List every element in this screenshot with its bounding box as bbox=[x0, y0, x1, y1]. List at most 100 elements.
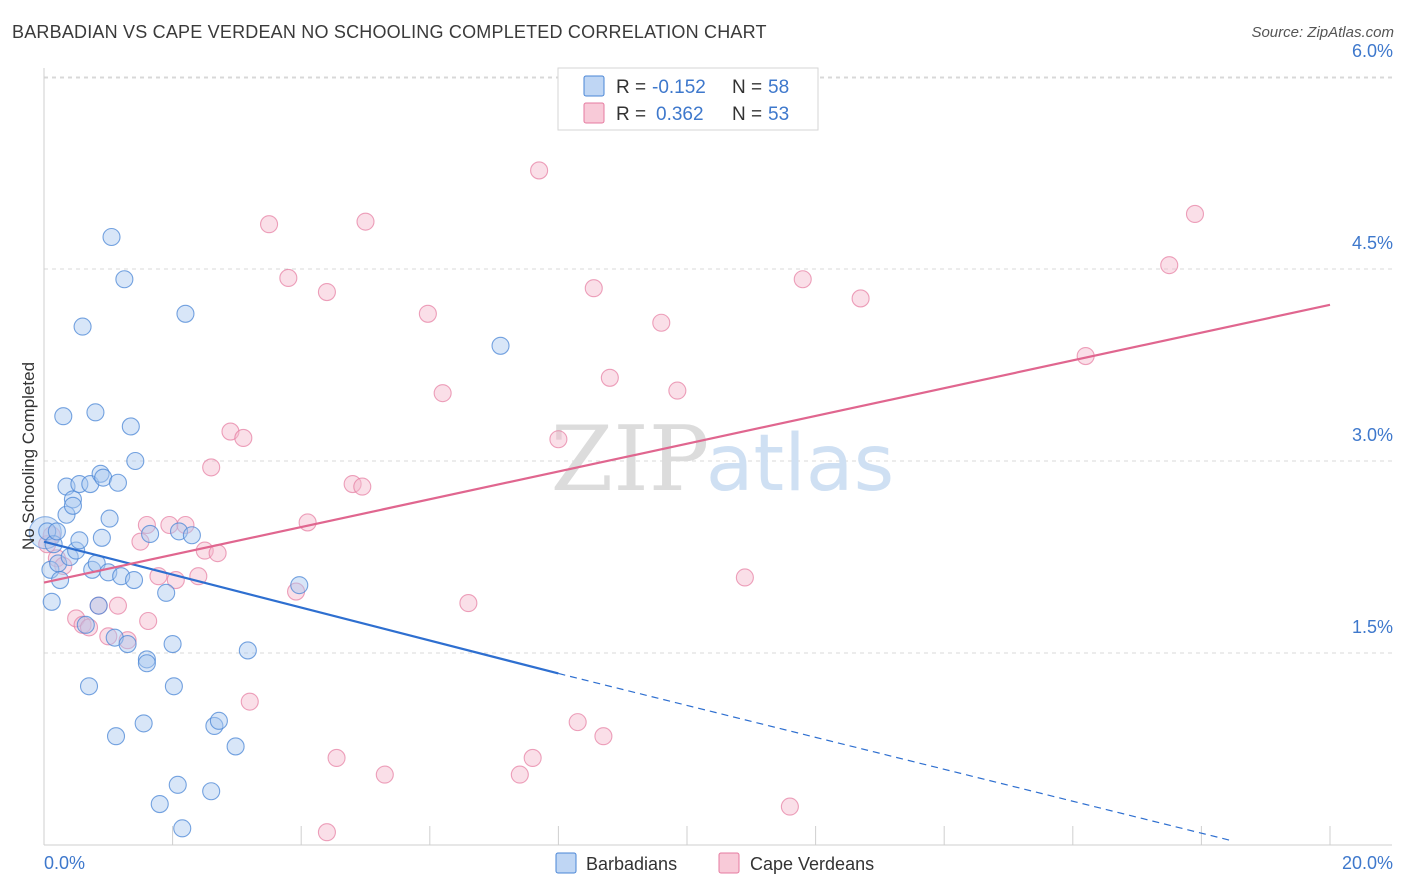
cape-verdean-point bbox=[510, 765, 529, 784]
bottom-legend-cape-verdeans: Cape Verdeans bbox=[750, 854, 874, 874]
legend-r-label: R = bbox=[616, 77, 646, 98]
cape-verdean-point bbox=[240, 692, 259, 711]
cape-verdean-point bbox=[549, 430, 568, 449]
barbadian-point bbox=[176, 304, 195, 323]
cape-verdean-point bbox=[317, 823, 336, 842]
barbadian-point bbox=[42, 592, 61, 611]
cape-verdean-point bbox=[530, 161, 549, 180]
y-tick-label: 1.5% bbox=[1352, 617, 1393, 637]
legend-n-label: N = bbox=[732, 104, 762, 125]
x-tick-label-min: 0.0% bbox=[44, 853, 85, 873]
barbadian-point bbox=[70, 474, 89, 494]
cape-verdean-point bbox=[584, 279, 603, 298]
barbadian-point bbox=[28, 516, 62, 550]
barbadian-point bbox=[209, 711, 228, 730]
legend: R = -0.152 N = 58 R = 0.362 N = 53 bbox=[557, 67, 819, 131]
barbadian-point bbox=[137, 650, 156, 669]
cape-verdean-point bbox=[176, 515, 195, 535]
barbadian-point bbox=[106, 727, 126, 746]
cape-verdean-point bbox=[418, 304, 437, 323]
legend-n-value: 53 bbox=[768, 104, 789, 125]
x-tick-label-max: 20.0% bbox=[1342, 853, 1393, 873]
barbadian-point bbox=[86, 403, 105, 422]
watermark-zip: ZIP bbox=[551, 407, 710, 512]
source-credit: Source: ZipAtlas.com bbox=[1251, 24, 1394, 41]
cape-verdean-point bbox=[668, 381, 687, 400]
legend-n-label: N = bbox=[732, 77, 762, 98]
y-axis-label: No Schooling Completed bbox=[19, 362, 38, 550]
barbadian-point bbox=[54, 407, 73, 426]
y-tick-label: 6.0% bbox=[1352, 41, 1393, 61]
cape-verdean-point bbox=[298, 513, 317, 532]
cape-verdean-point bbox=[317, 282, 336, 302]
barbadian-point bbox=[63, 490, 82, 509]
cape-verdean-point bbox=[1185, 204, 1205, 224]
cape-verdean-point bbox=[780, 797, 799, 816]
gridlines bbox=[44, 76, 1392, 654]
legend-swatch-barbadians bbox=[583, 75, 605, 97]
barbadian-point bbox=[290, 576, 309, 595]
axes bbox=[43, 68, 1392, 846]
cape-verdean-point bbox=[356, 212, 375, 231]
cape-verdean-point bbox=[523, 748, 542, 768]
barbadian-point bbox=[70, 531, 89, 550]
barbadian-point bbox=[141, 524, 160, 544]
barbadians-trend-extension bbox=[558, 672, 1234, 842]
barbadian-point bbox=[92, 528, 111, 547]
cape-verdean-point bbox=[793, 270, 812, 289]
barbadian-point bbox=[100, 509, 119, 528]
y-tick-label: 4.5% bbox=[1352, 233, 1393, 253]
cape-verdean-point bbox=[139, 611, 158, 631]
barbadian-point bbox=[126, 451, 145, 471]
barbadian-point bbox=[226, 737, 245, 756]
cape-verdean-point bbox=[433, 384, 452, 403]
barbadian-point bbox=[168, 775, 187, 794]
barbadian-point bbox=[76, 615, 95, 634]
tick-labels: 1.5% 3.0% 4.5% 6.0% 0.0% 20.0% bbox=[44, 41, 1393, 873]
barbadian-point bbox=[182, 526, 201, 545]
barbadian-point bbox=[102, 227, 121, 247]
barbadian-point bbox=[121, 417, 140, 436]
series-barbadians-points bbox=[28, 227, 510, 838]
bottom-legend-swatch-cape-verdeans bbox=[718, 852, 740, 874]
cape-verdean-point bbox=[108, 596, 127, 615]
barbadian-point bbox=[63, 496, 82, 515]
cape-verdean-point bbox=[234, 428, 253, 448]
barbadian-point bbox=[108, 473, 127, 492]
barbadian-point bbox=[118, 634, 137, 654]
cape-verdean-point bbox=[459, 594, 478, 613]
cape-verdean-point bbox=[568, 713, 587, 732]
cape-verdean-point bbox=[375, 765, 394, 784]
barbadian-point bbox=[491, 336, 510, 355]
barbadian-point bbox=[202, 782, 221, 801]
legend-n-value: 58 bbox=[768, 77, 789, 98]
legend-r-label: R = bbox=[616, 104, 646, 125]
cape-verdean-point bbox=[131, 532, 150, 551]
barbadian-point bbox=[164, 677, 183, 696]
cape-verdean-point bbox=[1160, 256, 1179, 275]
bottom-legend-swatch-barbadians bbox=[555, 852, 577, 874]
cape-verdean-point bbox=[202, 458, 221, 477]
bottom-legend: Barbadians Cape Verdeans bbox=[555, 852, 874, 874]
cape-verdean-point bbox=[735, 568, 754, 587]
barbadian-point bbox=[47, 522, 66, 541]
cape-verdean-point bbox=[79, 618, 99, 637]
barbadian-point bbox=[137, 654, 156, 673]
legend-r-value: 0.362 bbox=[656, 104, 704, 125]
cape-verdean-point bbox=[67, 609, 86, 628]
cape-verdean-point bbox=[600, 368, 619, 387]
cape-verdean-point bbox=[160, 515, 179, 535]
barbadian-point bbox=[115, 270, 134, 289]
chart-title: BARBADIAN VS CAPE VERDEAN NO SCHOOLING C… bbox=[12, 22, 767, 42]
cape-verdean-point bbox=[353, 477, 372, 496]
barbadian-point bbox=[238, 641, 257, 660]
cape-verdeans-trend-line bbox=[43, 303, 1331, 584]
cape-verdean-point bbox=[851, 289, 870, 308]
trend-lines bbox=[43, 303, 1331, 842]
cape-verdean-point bbox=[279, 268, 298, 288]
barbadian-point bbox=[89, 596, 108, 615]
barbadian-point bbox=[150, 794, 169, 814]
barbadian-point bbox=[157, 583, 176, 602]
barbadian-point bbox=[73, 317, 92, 336]
barbadian-point bbox=[163, 634, 182, 654]
